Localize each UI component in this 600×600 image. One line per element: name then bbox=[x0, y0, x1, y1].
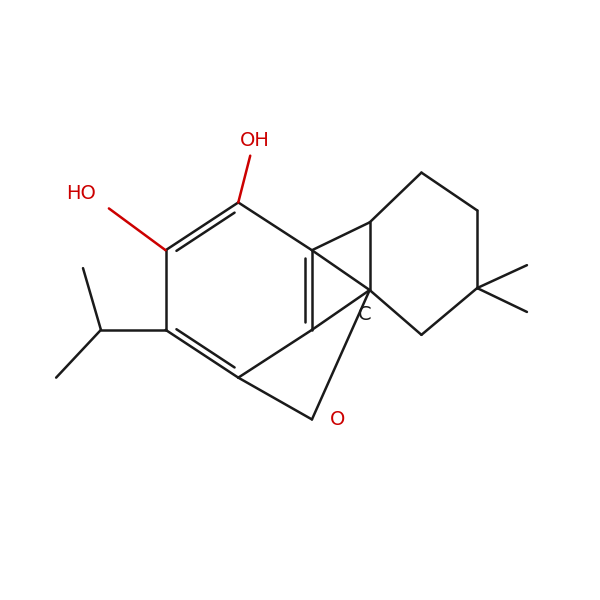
Text: HO: HO bbox=[66, 184, 96, 203]
Text: C: C bbox=[358, 305, 371, 324]
Text: O: O bbox=[330, 410, 345, 429]
Text: OH: OH bbox=[240, 131, 270, 149]
